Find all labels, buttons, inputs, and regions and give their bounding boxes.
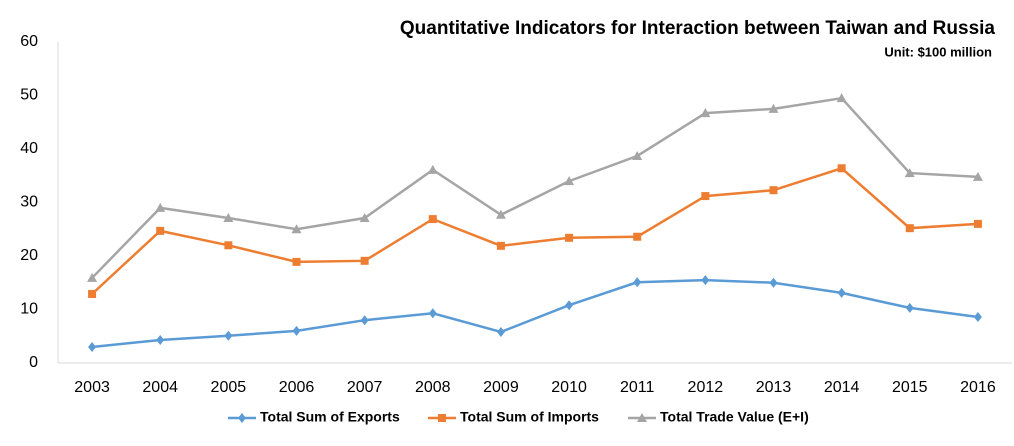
marker [427,164,438,174]
legend-label: Total Sum of Imports [460,409,599,425]
marker [633,277,642,288]
marker [565,233,574,242]
x-tick-label: 2013 [756,379,792,396]
marker [496,326,505,337]
x-tick-label: 2016 [960,379,996,396]
marker [701,192,710,201]
marker [360,256,369,265]
x-tick-label: 2004 [142,379,178,396]
y-tick-label: 0 [29,354,38,371]
series-line [91,96,978,279]
x-tick-label: 2011 [620,379,655,396]
marker [837,287,846,298]
marker [224,241,233,250]
marker [836,93,847,103]
legend-label: Total Trade Value (E+I) [660,409,809,425]
marker [769,186,778,195]
marker [224,330,233,341]
x-tick-label: 2015 [892,379,928,396]
marker [88,289,97,298]
y-tick-label: 20 [20,247,38,264]
marker [156,226,165,235]
marker [292,325,301,336]
marker [428,308,437,319]
x-tick-label: 2005 [211,379,247,396]
marker [701,275,710,286]
legend-marker [238,413,246,423]
chart-subtitle: Unit: $100 million [884,44,992,59]
x-tick-label: 2014 [824,379,860,396]
x-tick-label: 2007 [347,379,383,396]
series-line [91,166,979,295]
marker [972,171,983,181]
marker [769,277,778,288]
marker [904,168,915,178]
marker [632,150,643,160]
legend-marker [637,413,647,422]
marker [973,219,982,228]
legend-label: Total Sum of Exports [260,409,400,425]
marker [565,300,574,311]
marker [359,213,370,223]
x-tick-label: 2010 [551,379,587,396]
x-tick-label: 2003 [74,379,110,396]
marker [292,257,301,266]
legend-marker [438,414,446,422]
marker [700,108,711,118]
marker [360,315,369,326]
x-tick-label: 2008 [415,379,451,396]
marker [905,224,914,233]
y-tick-label: 30 [20,194,38,211]
y-tick-label: 60 [20,33,38,50]
marker [973,311,982,322]
marker [633,232,642,241]
marker [837,164,846,173]
y-tick-label: 50 [20,87,38,104]
chart-title: Quantitative Indicators for Interaction … [400,18,996,39]
series-line [91,278,979,349]
marker [905,302,914,313]
y-tick-label: 10 [20,301,38,318]
marker [291,224,302,234]
y-tick-label: 40 [20,140,38,157]
marker [223,213,234,223]
marker [496,241,505,250]
marker [88,341,97,352]
marker [768,103,779,113]
marker [156,334,165,345]
x-tick-label: 2006 [279,379,315,396]
marker [495,209,506,219]
marker [155,202,166,212]
marker [87,272,98,282]
x-tick-label: 2012 [688,379,724,396]
marker [564,176,575,186]
marker [428,215,437,224]
x-tick-label: 2009 [483,379,519,396]
